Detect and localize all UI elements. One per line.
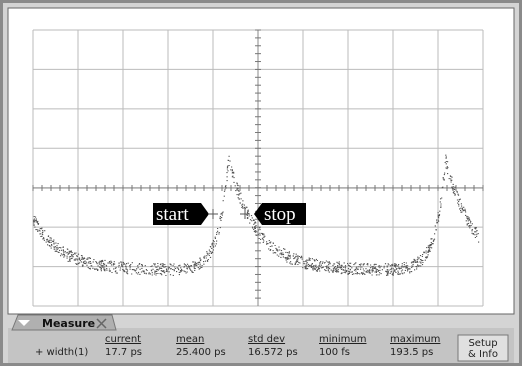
column-header: std dev (248, 334, 285, 345)
column-header: mean (176, 334, 204, 345)
measure-value: 17.7 ps (105, 347, 142, 358)
scope: start stop Measure + width(1) current 17.… (0, 0, 522, 366)
measure-value: 100 fs (319, 347, 350, 358)
measure-value: 193.5 ps (390, 347, 433, 358)
row-label: + width(1) (35, 347, 88, 358)
measure-value: 16.572 ps (248, 347, 298, 358)
start-label: start (156, 204, 189, 225)
button-line: & Info (468, 349, 498, 360)
stop-label: stop (264, 204, 296, 225)
column-header: current (105, 334, 141, 345)
column-header: minimum (319, 334, 366, 345)
measure-value: 25.400 ps (176, 347, 226, 358)
column-header: maximum (390, 334, 440, 345)
button-line: Setup (468, 338, 497, 349)
tab-title: Measure (42, 317, 95, 330)
scope-window: start stop Measure + width(1) current 17.… (0, 0, 522, 366)
